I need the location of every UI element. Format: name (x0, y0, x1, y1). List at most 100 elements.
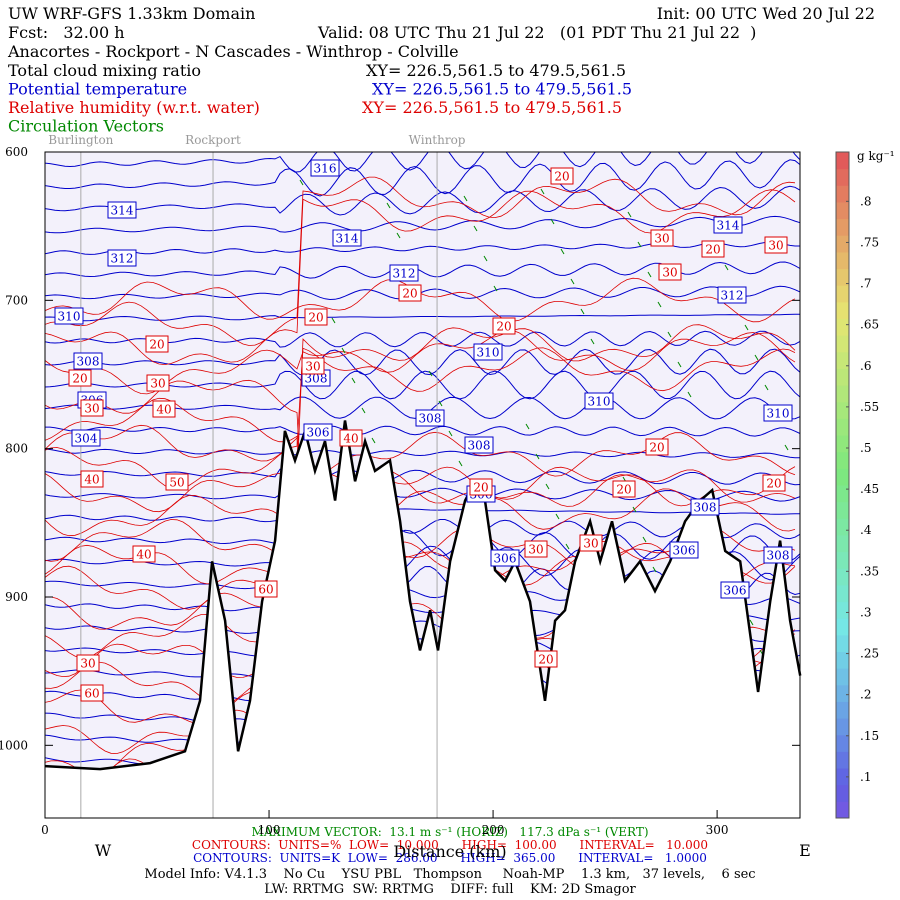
field-name: Circulation Vectors (8, 117, 164, 136)
wind-vector (438, 400, 443, 407)
colorbar-label: .25 (860, 647, 879, 661)
rh-contour (45, 466, 796, 659)
colorbar-segment (836, 318, 849, 336)
contour-label-box (584, 392, 614, 410)
colorbar-segment (836, 618, 849, 636)
wind-vector (632, 506, 637, 513)
colorbar-segment (836, 385, 849, 403)
colorbar-segment (836, 268, 849, 286)
contour-label-box (469, 478, 493, 496)
contour-label-box (76, 654, 100, 672)
contour-label: 30 (150, 377, 165, 391)
wind-vector (560, 248, 565, 255)
colorbar-segment (836, 368, 849, 386)
colorbar-segment (836, 435, 849, 453)
rh-contour (45, 379, 796, 532)
contour-label-box (464, 436, 494, 454)
field-name: Relative humidity (w.r.t. water) (8, 98, 260, 117)
contour-label-box (690, 498, 720, 516)
colorbar-segment (836, 451, 849, 469)
colorbar-label: .7 (860, 277, 871, 291)
contour-label: 20 (766, 477, 781, 491)
colorbar-label: .35 (860, 564, 879, 578)
contour-label: 30 (80, 657, 95, 671)
contour-label: 308 (305, 372, 328, 386)
contour-label: 40 (136, 548, 151, 562)
theta-contour (45, 507, 800, 523)
colorbar-segment (836, 501, 849, 519)
field-xy: XY= 226.5,561.5 to 479.5,561.5 (362, 98, 622, 117)
contour-label: 30 (662, 266, 677, 280)
x-tick-label: 300 (706, 823, 729, 837)
wind-vector (724, 264, 729, 271)
plot-frame (44, 151, 801, 819)
colorbar-segment (836, 351, 849, 369)
wind-vector (361, 407, 366, 414)
contour-label: 310 (588, 395, 611, 409)
colorbar-segment (836, 534, 849, 553)
contour-label-box (762, 474, 786, 492)
contour-label-box (152, 400, 176, 418)
colorbar-segment (836, 651, 849, 669)
colorbar-segment (836, 218, 849, 236)
contour-label: 30 (583, 537, 598, 551)
colorbar-label: .2 (860, 688, 871, 702)
wind-vector (565, 543, 570, 550)
wind-vector (299, 179, 304, 186)
wind-vector (525, 423, 530, 430)
colorbar-segment (836, 734, 849, 752)
colorbar-label: .75 (860, 235, 879, 249)
contour-label: 20 (616, 483, 631, 497)
contour-label-box (80, 470, 104, 488)
wind-vector (667, 331, 672, 338)
contour-label-box (71, 429, 101, 447)
contour-label-box (492, 317, 516, 335)
colorbar-segment (836, 251, 849, 270)
contour-label: 314 (111, 204, 134, 218)
contour-label: 30 (528, 543, 543, 557)
contour-label: 40 (156, 403, 171, 417)
theta-contour (45, 241, 800, 255)
rh-contour (45, 329, 796, 395)
model-info: Model Info: V4.1.3 No Cu YSU PBL Thompso… (144, 867, 755, 882)
colorbar-label: .6 (860, 359, 871, 373)
contour-label-box (132, 545, 156, 563)
wind-vector (545, 483, 550, 490)
theta-contour (45, 448, 800, 459)
contour-label-box (713, 216, 743, 234)
contour-label: 40 (343, 432, 358, 446)
wind-vector (687, 391, 692, 398)
contour-label-box (415, 409, 445, 427)
contour-label-box (339, 429, 363, 447)
contour-label-box (73, 352, 103, 370)
theta-contour (45, 215, 801, 234)
wind-vector (642, 536, 647, 543)
wind-vector (386, 202, 391, 209)
contour-label: 304 (75, 432, 98, 446)
contour-label-box (490, 549, 520, 567)
contour-label: 312 (111, 252, 134, 266)
colorbar-unit: g kg⁻¹ (857, 149, 895, 163)
wind-vector (590, 338, 595, 345)
colorbar-segment (836, 235, 849, 253)
colorbar-segment (836, 335, 849, 353)
valid-time: Valid: 08 UTC Thu 21 Jul 22 (01 PDT Thu … (317, 23, 756, 42)
route: Anacortes - Rockport - N Cascades - Wint… (7, 42, 459, 61)
colorbar-label: .55 (860, 400, 879, 414)
contour-label: 310 (767, 407, 790, 421)
colorbar-segment (836, 701, 849, 719)
contour-label: 306 (724, 584, 747, 598)
contour-label-box (107, 249, 137, 267)
contour-label: 30 (768, 239, 783, 253)
contour-label: 308 (694, 501, 717, 515)
colorbar-segment (836, 568, 849, 586)
contour-label: 30 (305, 360, 320, 374)
init-time: Init: 00 UTC Wed 20 Jul 22 (657, 4, 875, 23)
contour-label-box (146, 374, 170, 392)
contour-label: 20 (554, 170, 569, 184)
field-name: Potential temperature (8, 80, 187, 99)
colorbar-segment (836, 668, 849, 686)
theta-contour (45, 285, 801, 301)
contour-label-box (398, 284, 422, 302)
contour-label: 20 (72, 372, 87, 386)
